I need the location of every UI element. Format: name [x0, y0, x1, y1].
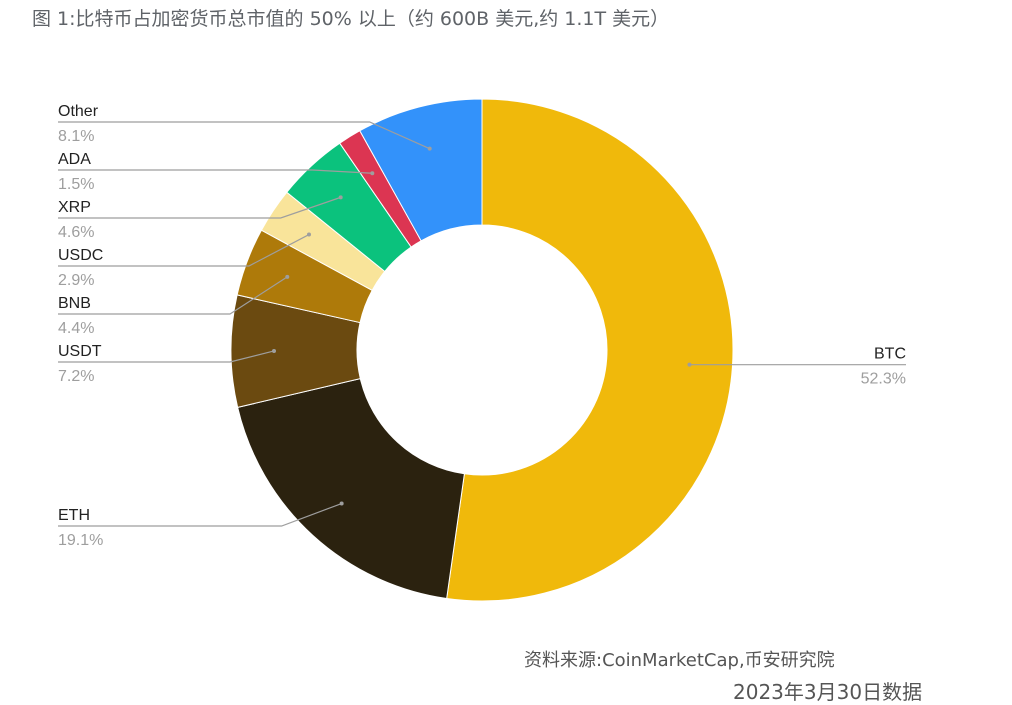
leader-dot-ada: [370, 171, 375, 176]
leader-line-bnb: [58, 276, 288, 315]
value-label-usdc: 2.9%: [58, 272, 94, 289]
leader-dot-usdt: [272, 348, 277, 353]
slice-btc: [446, 98, 734, 602]
label-usdc: USDC: [58, 247, 103, 264]
value-label-ada: 1.5%: [58, 176, 94, 193]
label-other: Other: [58, 103, 99, 120]
date-note: 2023年3月30日数据: [733, 680, 923, 704]
leader-dot-eth: [339, 501, 344, 506]
leader-dot-usdc: [306, 232, 311, 237]
slice-other: [359, 98, 483, 242]
label-bnb: BNB: [58, 295, 91, 312]
label-xrp: XRP: [58, 199, 91, 216]
source-note: 资料来源:CoinMarketCap,币安研究院: [524, 650, 835, 671]
value-label-other: 8.1%: [58, 128, 94, 145]
slice-eth: [237, 377, 465, 600]
leader-line-xrp: [58, 196, 341, 219]
leader-line-eth: [58, 502, 342, 527]
leader-dot-btc: [687, 362, 692, 367]
leader-dot-other: [427, 146, 432, 151]
value-label-usdt: 7.2%: [58, 368, 94, 385]
leader-line-other: [58, 121, 430, 150]
value-label-btc: 52.3%: [861, 371, 906, 388]
leader-line-usdt: [58, 350, 275, 363]
leader-line-usdc: [58, 234, 310, 267]
value-label-bnb: 4.4%: [58, 320, 94, 337]
chart-title: 图 1:比特币占加密货币总市值的 50% 以上（约 600B 美元,约 1.1T…: [32, 8, 670, 30]
leader-dot-bnb: [285, 274, 290, 279]
label-ada: ADA: [58, 151, 91, 168]
label-eth: ETH: [58, 507, 90, 524]
value-label-xrp: 4.6%: [58, 224, 94, 241]
label-btc: BTC: [874, 346, 906, 363]
leader-line-ada: [58, 169, 373, 174]
leader-dot-xrp: [338, 195, 343, 200]
value-label-eth: 19.1%: [58, 532, 103, 549]
label-usdt: USDT: [58, 343, 102, 360]
